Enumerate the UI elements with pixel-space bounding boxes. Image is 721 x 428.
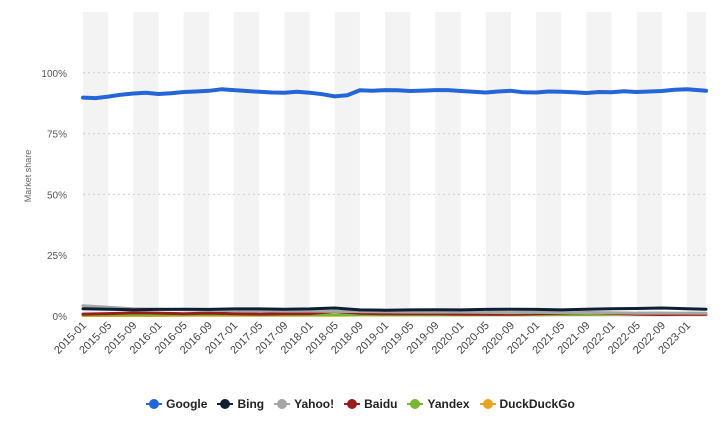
legend-swatch	[479, 399, 496, 410]
legend-label: Yandex	[427, 397, 470, 412]
legend-item[interactable]: Baidu	[344, 396, 397, 411]
legend-swatch	[407, 399, 424, 410]
grid-band	[183, 12, 209, 316]
legend-label: DuckDuckGo	[499, 397, 575, 412]
legend-swatch	[217, 399, 234, 410]
legend-item[interactable]: DuckDuckGo	[479, 396, 575, 412]
legend-swatch	[146, 399, 163, 410]
legend-label: Google	[166, 397, 208, 412]
legend-label: Baidu	[364, 397, 398, 412]
grid-band	[485, 12, 511, 316]
grid-band	[133, 12, 159, 316]
grid-band	[83, 12, 109, 316]
series-line-bing	[81, 306, 708, 312]
legend-label: Yahoo!	[294, 397, 335, 412]
y-tick-label: 25%	[47, 251, 67, 262]
grid-band	[636, 12, 662, 316]
legend-item[interactable]: Google	[146, 396, 207, 411]
grid-band	[234, 12, 260, 316]
legend-item[interactable]: Yandex	[407, 396, 470, 412]
grid-band	[334, 12, 360, 316]
chart-legend: Google Bing Yahoo! Baidu Yandex DuckDuckGo	[0, 396, 721, 411]
series-line-google	[81, 87, 708, 101]
legend-swatch	[344, 399, 361, 410]
line-chart: 0%25%50%75%100%Market share2015-012015-0…	[23, 12, 708, 357]
grid-band	[536, 12, 562, 316]
grid-band	[586, 12, 612, 316]
legend-item[interactable]: Yahoo!	[274, 396, 334, 411]
grid-band	[284, 12, 310, 316]
legend-item[interactable]: Bing	[217, 396, 264, 411]
grid-band	[435, 12, 461, 316]
y-axis-label: Market share	[23, 150, 33, 203]
y-tick-label: 50%	[47, 190, 67, 201]
grid-band	[687, 12, 706, 316]
y-tick-label: 75%	[47, 130, 67, 141]
legend-label: Bing	[237, 397, 265, 412]
y-tick-label: 100%	[41, 69, 67, 80]
legend-swatch	[274, 399, 291, 410]
grid-band	[385, 12, 411, 316]
y-tick-label: 0%	[53, 312, 68, 323]
